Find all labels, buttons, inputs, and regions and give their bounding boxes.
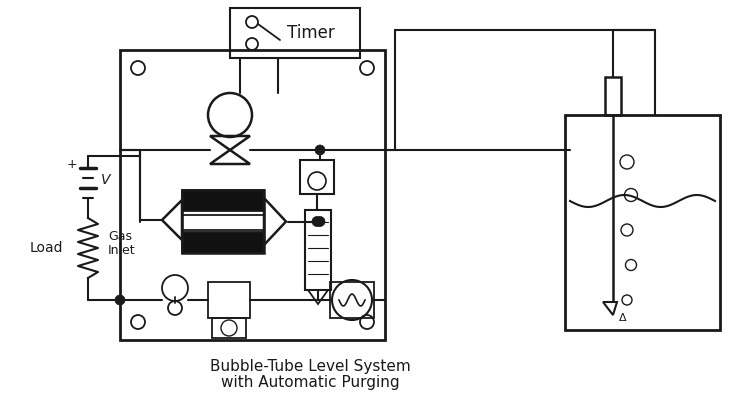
Text: with Automatic Purging: with Automatic Purging	[221, 374, 399, 389]
Text: Δ: Δ	[619, 313, 627, 323]
Bar	[330, 282, 374, 318]
Text: V: V	[101, 173, 111, 187]
Circle shape	[315, 145, 325, 155]
Text: Load: Load	[30, 241, 63, 255]
Bar	[305, 210, 331, 290]
Circle shape	[312, 216, 322, 226]
Text: Gas: Gas	[108, 229, 132, 243]
Text: Bubble-Tube Level System: Bubble-Tube Level System	[210, 359, 410, 374]
Bar	[182, 190, 264, 211]
Text: +: +	[66, 158, 77, 171]
Bar	[120, 50, 385, 340]
Bar	[212, 318, 246, 338]
Bar	[300, 160, 334, 194]
Circle shape	[115, 295, 125, 305]
Bar	[208, 282, 250, 318]
Bar	[230, 8, 360, 58]
Text: Inlet: Inlet	[108, 243, 136, 256]
Bar	[182, 215, 264, 230]
Bar	[182, 190, 264, 253]
Bar	[565, 115, 720, 330]
Bar	[605, 77, 621, 115]
Bar	[182, 232, 264, 253]
Circle shape	[315, 216, 325, 226]
Text: Timer: Timer	[287, 24, 334, 42]
